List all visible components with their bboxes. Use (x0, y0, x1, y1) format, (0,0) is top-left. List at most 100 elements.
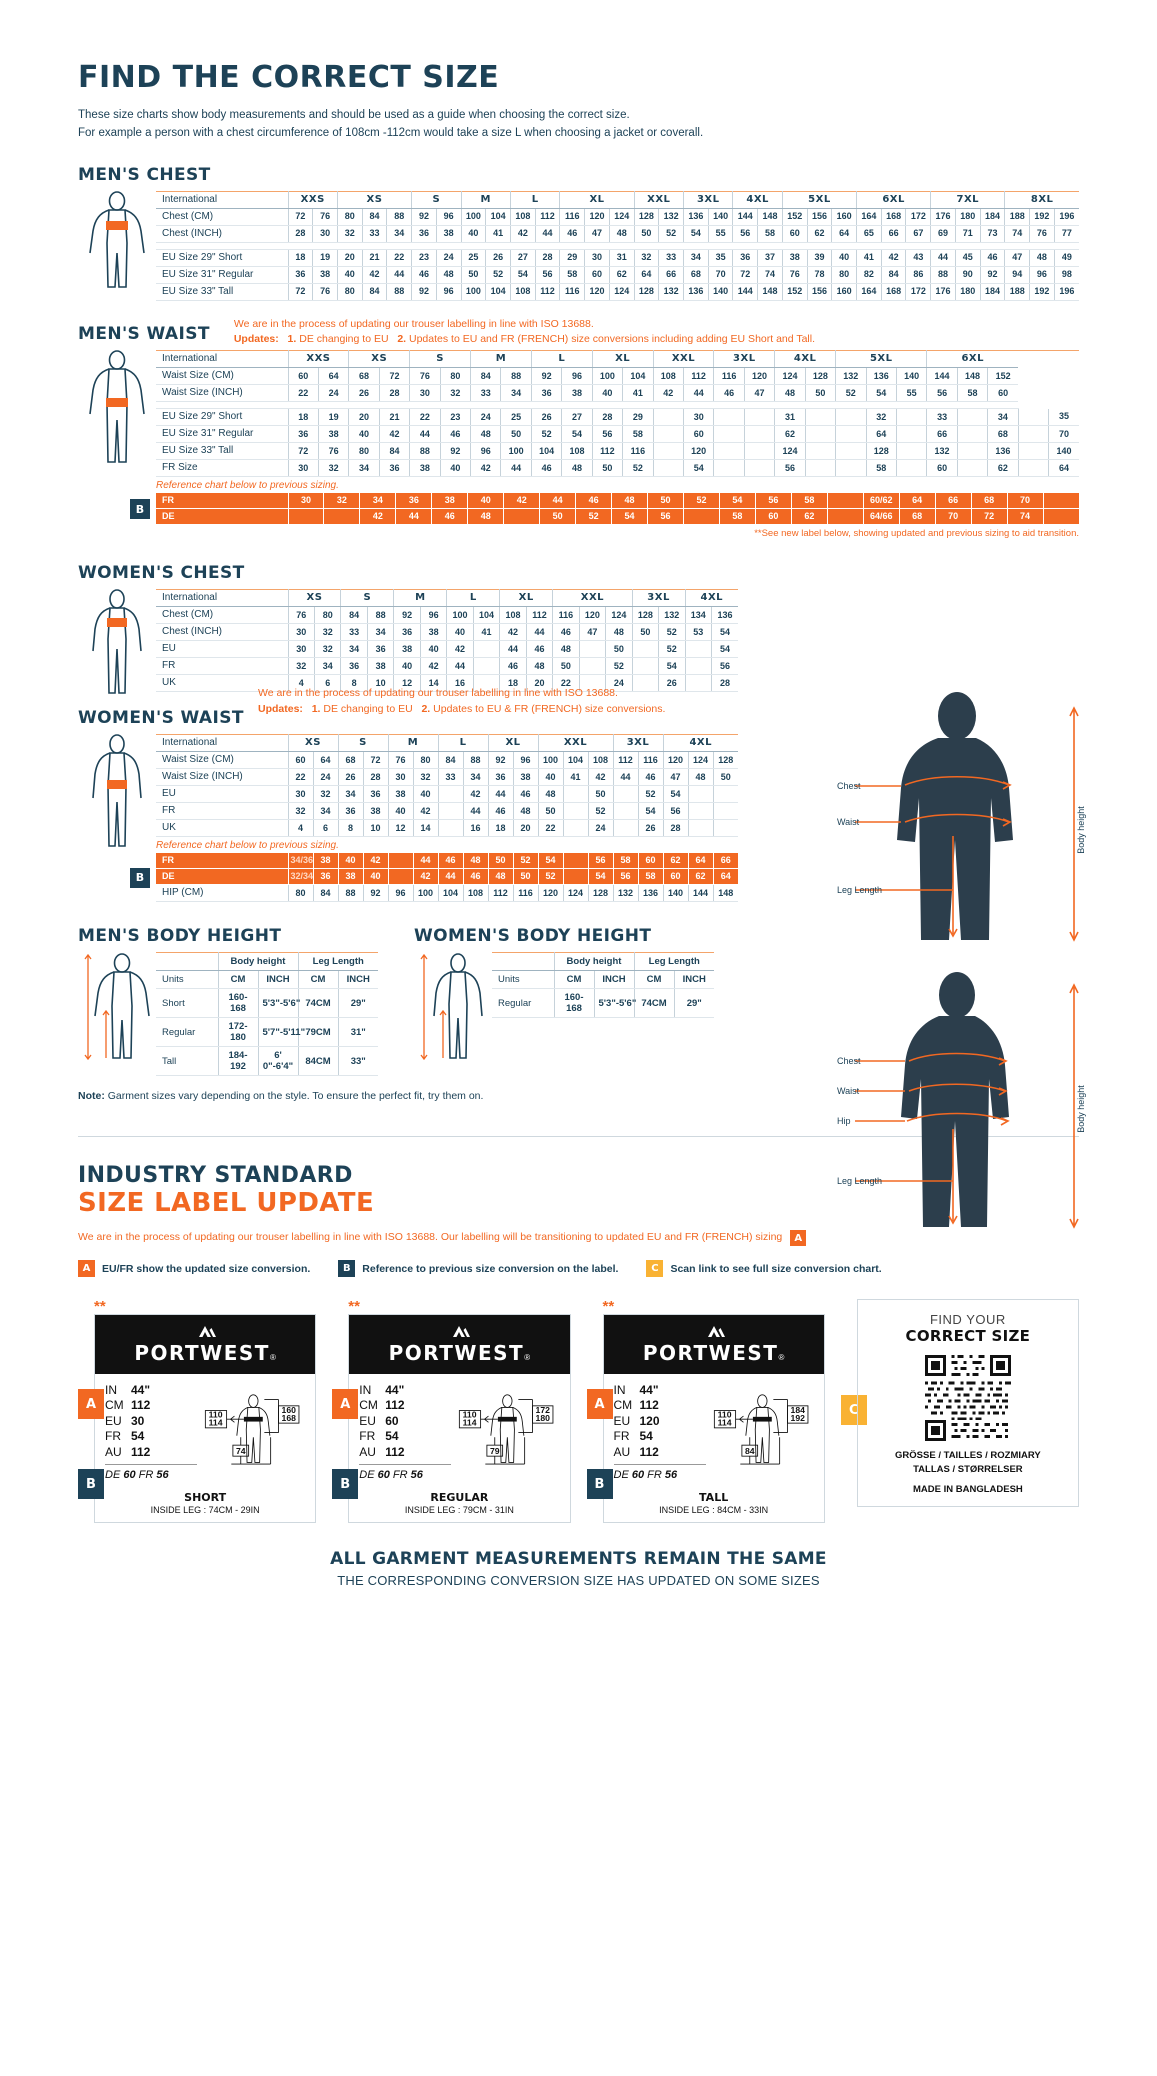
cell: 26 (530, 408, 562, 427)
cell: 124 (687, 751, 713, 770)
cell: 42 (470, 459, 501, 478)
cell: 38 (781, 249, 808, 267)
table-row: Tall 184-192 6' 0"-6'4" 84CM 33" (156, 1046, 378, 1077)
cell: 124 (774, 367, 806, 386)
table-header-row: Body height Leg Length (156, 952, 378, 972)
cell: 24 (312, 768, 338, 787)
cell: 96 (512, 751, 538, 770)
row-label: Tall (156, 1046, 218, 1077)
section-divider (78, 1136, 1079, 1138)
cell: 84CM (297, 1046, 338, 1077)
cell: 44 (487, 785, 513, 804)
cell: 54 (718, 493, 756, 510)
qr-card[interactable]: FIND YOUR CORRECT SIZE (856, 1299, 1079, 1508)
cell: 42 (499, 623, 527, 642)
cell: 32 (312, 785, 338, 804)
fit-name: SHORT (184, 1491, 227, 1504)
cell: 33 (470, 384, 501, 403)
cell: 40 (446, 623, 474, 642)
cell: 34 (462, 768, 488, 787)
cell: 38 (512, 768, 538, 787)
brand-bar: PORTWEST® (349, 1315, 570, 1375)
callout-waist: Waist (837, 1086, 860, 1096)
portwest-logo-icon (199, 1326, 217, 1338)
row-label: Waist Size (INCH) (156, 384, 288, 403)
brand-name: PORTWEST (642, 1341, 779, 1366)
cell: 46 (525, 640, 553, 659)
cell: 30 (287, 785, 313, 804)
cell (1017, 442, 1049, 461)
waist-box-line1: 110 (209, 1410, 223, 1420)
size-col-3XL: 3XL (631, 589, 686, 608)
cell: 144 (687, 885, 713, 903)
cell (835, 425, 867, 444)
cell: 58 (790, 493, 828, 510)
cell: 70 (1006, 493, 1044, 510)
cell: 33" (337, 1046, 378, 1077)
cell: 46 (575, 493, 612, 510)
cell (612, 819, 638, 838)
cell (472, 657, 500, 676)
notice-item-2-num: 2. (421, 702, 431, 715)
label-footer: TALL INSIDE LEG : 84CM - 33IN (604, 1486, 824, 1522)
label-body: IN 44" CM 112 EU 30 FR 54 AU 112 DE 60 FR 56 (95, 1374, 315, 1486)
cell: 22 (287, 384, 319, 403)
group-header-body-height: Body height (553, 952, 634, 972)
size-col-XL: XL (591, 350, 654, 369)
cell: 38 (317, 425, 349, 444)
qr-card-wrap: C FIND YOUR CORRECT SIZE (840, 1299, 1079, 1508)
womens-waist-notice: We are in the process of updating our tr… (258, 686, 728, 718)
qr-title-line2: CORRECT SIZE (905, 1327, 1031, 1346)
cell: 84 (470, 367, 501, 386)
row-label: International (156, 350, 288, 369)
cell (713, 425, 745, 444)
cell (631, 674, 659, 693)
cell: 32 (865, 408, 897, 427)
cell: 42 (587, 768, 613, 787)
cell: 88 (386, 208, 412, 226)
cell: 124 (608, 283, 635, 301)
cell: 136 (865, 367, 897, 386)
cell: 50 (804, 384, 836, 403)
qr-code-icon[interactable] (924, 1355, 1011, 1442)
cell (713, 408, 745, 427)
cell: 44 (682, 384, 714, 403)
fit-name: REGULAR (430, 1491, 489, 1504)
cell: 41 (562, 768, 588, 787)
cell: 32 (313, 640, 341, 659)
cell: 64 (712, 868, 738, 886)
cell: 52 (835, 384, 867, 403)
badge-a: A (78, 1260, 95, 1278)
cell: 196 (1053, 208, 1079, 226)
cell: 56 (732, 225, 758, 243)
cell: 22 (386, 249, 412, 267)
cell: 46 (713, 384, 745, 403)
cell: 38 (366, 657, 394, 676)
cell: 44 (395, 508, 432, 526)
row-label: Waist Size (INCH) (156, 768, 288, 787)
spec-key: FR (359, 1429, 376, 1444)
table-row: FR Size 30 32 34 36 38 40 42 44 46 48 50 52 54 56 58 60 6… (156, 459, 1079, 478)
cell: 60/62 (862, 493, 900, 510)
cell: 156 (806, 283, 832, 301)
cell: 104 (485, 208, 511, 226)
cell: 74 (1006, 508, 1044, 526)
cell: 23 (439, 408, 471, 427)
cell: 124 (608, 208, 635, 226)
callout-chest: Chest (837, 781, 861, 791)
prev-de-value: 60 (631, 1468, 645, 1481)
cell: 58 (559, 266, 585, 284)
spec-value: 44" (131, 1383, 151, 1398)
cell: 184 (979, 208, 1005, 226)
cell: 112 (525, 606, 553, 625)
section-womens-body-height: WOMEN'S BODY HEIGHT (414, 926, 714, 1076)
cell: 74 (757, 266, 783, 284)
notice-item-2-text: Updates to EU and FR (FRENCH) size conve… (409, 333, 815, 346)
spec-key: CM (613, 1398, 633, 1413)
cell: 34 (337, 785, 363, 804)
table-row: EU Size 31" Regular 36 38 40 42 44 46 48 50 52 54 5… (156, 266, 1079, 284)
cell: 92 (530, 367, 562, 386)
size-col-S: S (409, 350, 471, 369)
cell: 100 (412, 885, 438, 903)
cell: 31 (608, 249, 635, 267)
